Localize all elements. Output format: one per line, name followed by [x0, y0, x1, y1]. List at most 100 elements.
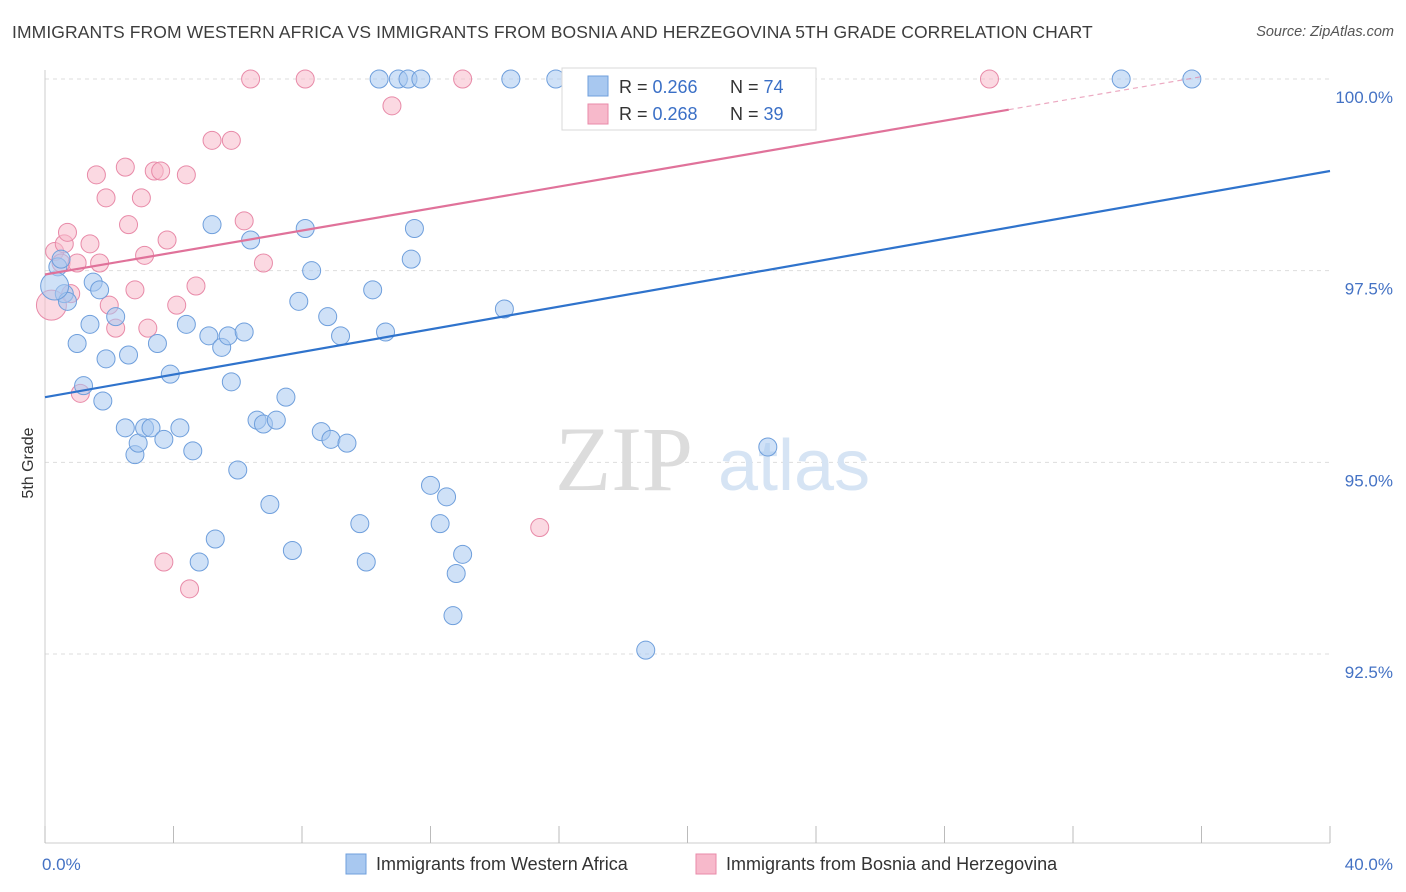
pink-point-23: [157, 230, 177, 250]
legend-n-value-2: 39: [764, 104, 784, 124]
blue-point-23: [183, 441, 203, 461]
svg-text:N = 39: N = 39: [730, 104, 784, 124]
pink-point-16: [125, 280, 145, 300]
pink-point-27: [186, 276, 206, 296]
legend-n-value-1: 74: [764, 77, 784, 97]
blue-point-58: [421, 475, 440, 495]
blue-point-25: [199, 326, 219, 346]
blue-point-65: [501, 69, 521, 89]
blue-point-48: [350, 514, 370, 534]
pink-point-29: [221, 130, 241, 150]
pink-point-25: [176, 165, 196, 185]
blue-point-62: [453, 544, 473, 564]
blue-point-32: [234, 322, 254, 342]
blue-point-18: [147, 334, 167, 353]
legend-swatch-bosnia: [587, 103, 609, 125]
blue-point-42: [302, 261, 322, 281]
blue-point-72: [1182, 69, 1202, 89]
blue-point-6: [80, 314, 100, 334]
blue-point-71: [1111, 69, 1131, 89]
blue-point-30: [221, 372, 241, 392]
blue-point-11: [106, 307, 126, 327]
trend-lines: [44, 76, 1331, 399]
pink-point-11: [96, 188, 116, 208]
blue-point-4: [67, 334, 87, 353]
blue-point-68: [636, 640, 656, 660]
blue-point-64: [494, 299, 514, 319]
blue-point-29: [218, 326, 238, 346]
blue-point-46: [331, 326, 351, 346]
pink-point-32: [253, 253, 273, 273]
blue-point-63: [443, 606, 463, 626]
blue-point-70: [758, 437, 778, 457]
blue-point-73: [40, 271, 70, 301]
legend-r-value-2: 0.268: [653, 104, 698, 124]
chart-title: IMMIGRANTS FROM WESTERN AFRICA VS IMMIGR…: [12, 22, 1093, 42]
blue-point-36: [260, 495, 280, 514]
pink-point-22: [154, 552, 174, 572]
blue-point-13: [119, 345, 139, 365]
y-tick-label-0: 100.0%: [1335, 88, 1393, 107]
pink-point-28: [202, 130, 222, 150]
pink-point-19: [138, 318, 158, 338]
blue-point-45: [321, 429, 341, 449]
trend-line-bosnia-extension: [1008, 76, 1202, 111]
blue-point-52: [369, 69, 389, 89]
svg-text:R = 0.266: R = 0.266: [619, 77, 698, 97]
pink-point-8: [80, 234, 100, 254]
blue-point-40: [289, 291, 309, 311]
pink-point-21: [151, 161, 171, 181]
y-tick-label-1: 97.5%: [1345, 280, 1393, 299]
blue-point-1: [51, 249, 71, 269]
pink-point-36: [530, 518, 550, 537]
watermark-atlas: atlas: [718, 426, 870, 506]
series-bosnia-points: [35, 69, 999, 599]
pink-point-30: [234, 211, 254, 231]
pink-point-9: [86, 165, 106, 185]
pink-point-35: [453, 69, 473, 89]
legend-r-label-2: R =: [619, 104, 653, 124]
blue-point-24: [189, 552, 209, 572]
blue-point-61: [446, 564, 466, 583]
pink-point-15: [119, 215, 139, 235]
series-western-africa-points: [40, 69, 1202, 660]
blue-point-49: [356, 552, 376, 572]
pink-point-17: [131, 188, 151, 208]
blue-point-38: [276, 387, 296, 407]
pink-point-38: [979, 69, 999, 89]
x-tick-label-0: 0.0%: [42, 855, 81, 874]
pink-point-26: [180, 579, 200, 599]
blue-point-56: [404, 219, 424, 238]
blue-point-60: [437, 487, 457, 507]
bottom-legend-swatch-bosnia: [695, 853, 717, 875]
watermark: ZIP atlas: [555, 408, 870, 510]
trend-line-bosnia: [44, 108, 1009, 276]
pink-point-33: [295, 69, 315, 89]
pink-point-4: [57, 222, 77, 242]
pink-point-14: [115, 157, 135, 177]
svg-text:R = 0.268: R = 0.268: [619, 104, 698, 124]
legend-r-label-1: R =: [619, 77, 653, 97]
blue-point-27: [205, 529, 225, 549]
trend-line-western-africa: [44, 169, 1331, 399]
blue-point-39: [282, 541, 302, 560]
legend-r-value-1: 0.266: [653, 77, 698, 97]
blue-point-47: [337, 433, 357, 453]
y-tick-label-2: 95.0%: [1345, 471, 1393, 490]
pink-point-31: [241, 69, 261, 89]
blue-point-17: [141, 418, 161, 438]
blue-point-9: [93, 391, 113, 411]
watermark-zip: ZIP: [555, 408, 693, 510]
x-tick-label-1: 40.0%: [1345, 855, 1393, 874]
legend-n-label-1: N =: [730, 77, 764, 97]
y-tick-label-3: 92.5%: [1345, 663, 1393, 682]
blue-point-26: [202, 215, 222, 235]
source-credit: Source: ZipAtlas.com: [1256, 24, 1394, 40]
blue-point-44: [318, 307, 338, 327]
blue-point-57: [411, 69, 431, 89]
blue-point-19: [154, 429, 174, 449]
blue-point-8: [90, 280, 110, 300]
legend-n-label-2: N =: [730, 104, 764, 124]
blue-point-31: [228, 460, 248, 480]
